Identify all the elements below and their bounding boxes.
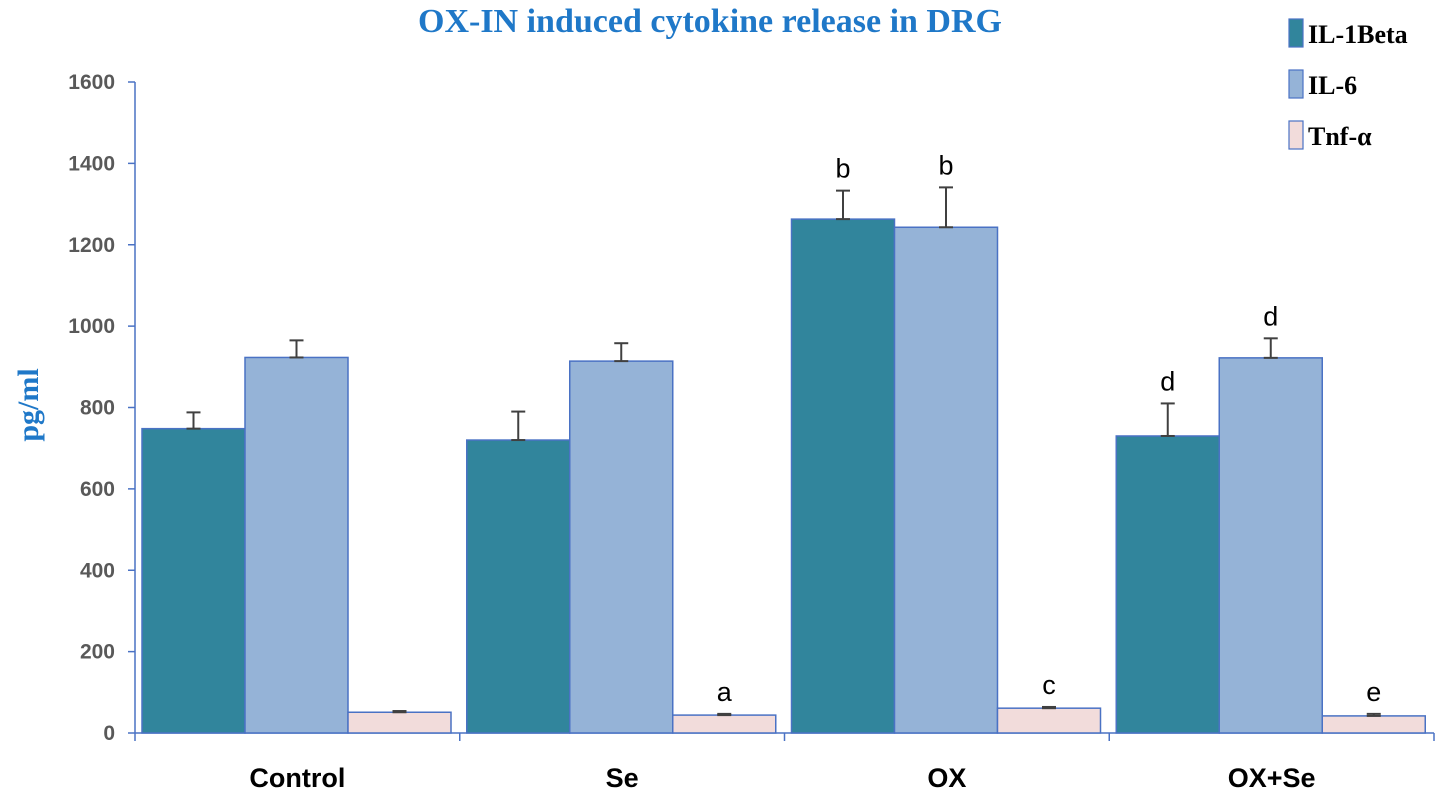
y-tick-label: 1200 xyxy=(68,234,115,257)
bar xyxy=(569,360,674,734)
bar xyxy=(347,711,452,734)
legend-label: Tnf-α xyxy=(1308,122,1372,151)
y-tick-label: 600 xyxy=(80,478,115,501)
bar xyxy=(244,356,349,734)
bar xyxy=(141,427,246,734)
significance-label: b xyxy=(938,150,953,180)
bar xyxy=(1218,357,1323,734)
legend-swatch xyxy=(1288,18,1304,48)
y-tick-label: 1400 xyxy=(68,152,115,175)
y-tick-label: 200 xyxy=(80,641,115,664)
x-tick-label: Se xyxy=(606,763,639,793)
significance-label: b xyxy=(835,154,850,184)
bars: a b b c d d e xyxy=(141,150,1426,734)
legend-label: IL-6 xyxy=(1308,71,1357,100)
y-tick-label: 1600 xyxy=(68,71,115,94)
bar xyxy=(1321,715,1426,734)
legend-swatch xyxy=(1288,69,1304,99)
y-axis-label: pg/ml xyxy=(12,368,45,441)
significance-label: d xyxy=(1160,366,1175,396)
x-tick-label: OX+Se xyxy=(1228,763,1316,793)
bar xyxy=(996,707,1102,734)
axes: 0 200 400 600 800 1000 1200 1400 1600 Control Se OX… xyxy=(68,71,1435,793)
x-tick-label: OX xyxy=(927,763,966,793)
significance-label: e xyxy=(1366,677,1381,707)
legend-swatch xyxy=(1288,120,1304,150)
legend-label: IL-1Beta xyxy=(1308,20,1408,49)
y-tick-label: 0 xyxy=(103,722,115,745)
x-tick-label: Control xyxy=(249,763,345,793)
y-tick-label: 800 xyxy=(80,397,115,420)
bar xyxy=(466,439,571,734)
y-tick-label: 1000 xyxy=(68,315,115,338)
legend: IL-1Beta IL-6 Tnf-α xyxy=(1288,18,1408,151)
chart-title: OX-IN induced cytokine release in DRG xyxy=(418,3,1002,40)
bar xyxy=(790,218,896,734)
significance-label: d xyxy=(1263,301,1278,331)
bar xyxy=(672,714,777,734)
bar xyxy=(1115,435,1220,734)
significance-label: a xyxy=(717,677,733,707)
significance-label: c xyxy=(1042,670,1056,700)
bar xyxy=(893,226,999,734)
y-tick-label: 400 xyxy=(80,559,115,582)
